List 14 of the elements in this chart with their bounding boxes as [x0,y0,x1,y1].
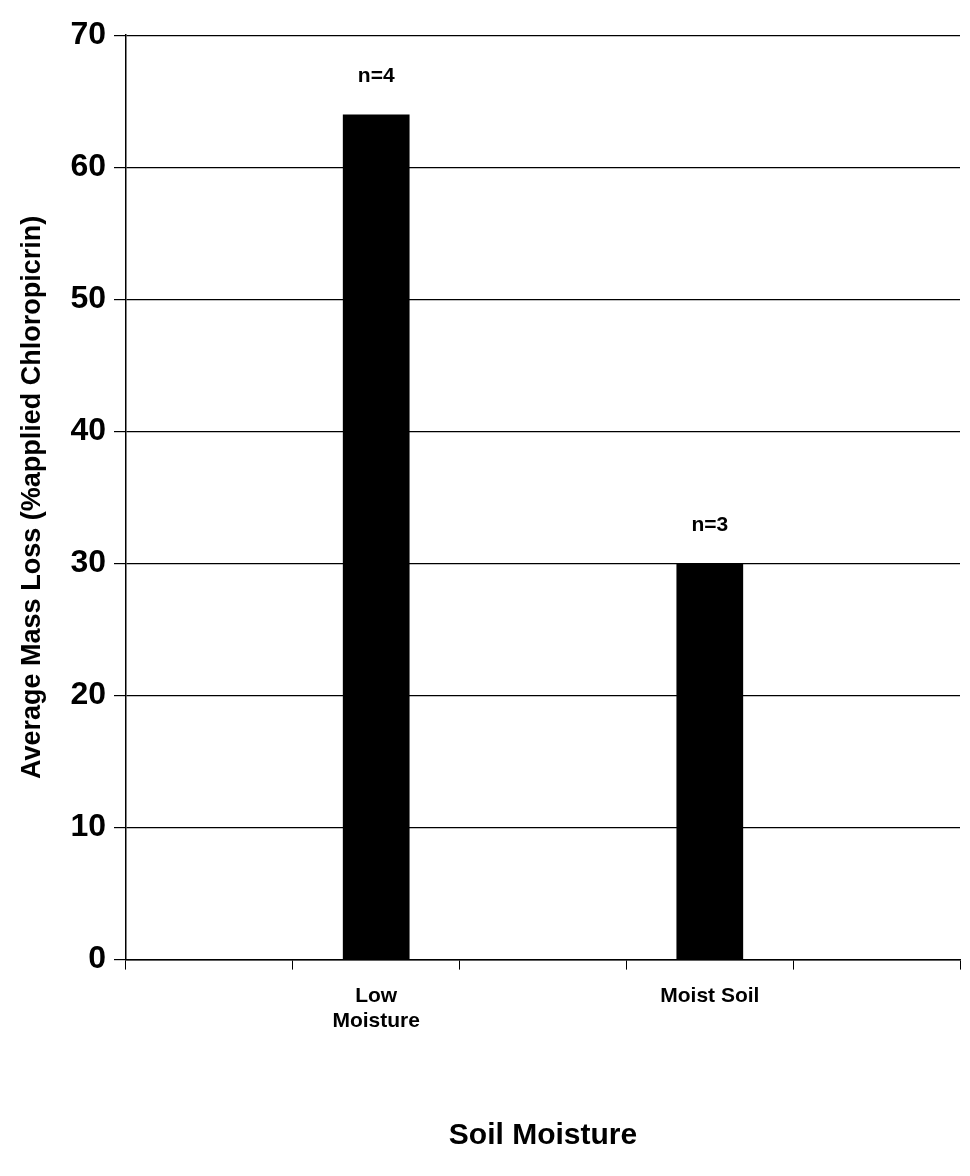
y-tick-label: 40 [70,411,106,448]
y-tick-label: 20 [70,675,106,712]
x-tick-label: Low Moisture [332,983,420,1032]
y-tick-label: 60 [70,147,106,184]
y-axis-title: Average Mass Loss (%applied Chloropicrin) [15,215,46,779]
x-tick-label: Moist Soil [660,983,760,1006]
annotation: n=4 [357,62,395,86]
y-tick-label: 50 [70,279,106,316]
x-axis-title: Soil Moisture [448,1117,638,1151]
annotation: n=3 [691,511,729,535]
y-tick-label: 70 [70,15,106,52]
y-tick-label: 0 [88,939,106,976]
y-tick-label: 30 [70,543,106,580]
y-tick-label: 10 [70,807,106,844]
